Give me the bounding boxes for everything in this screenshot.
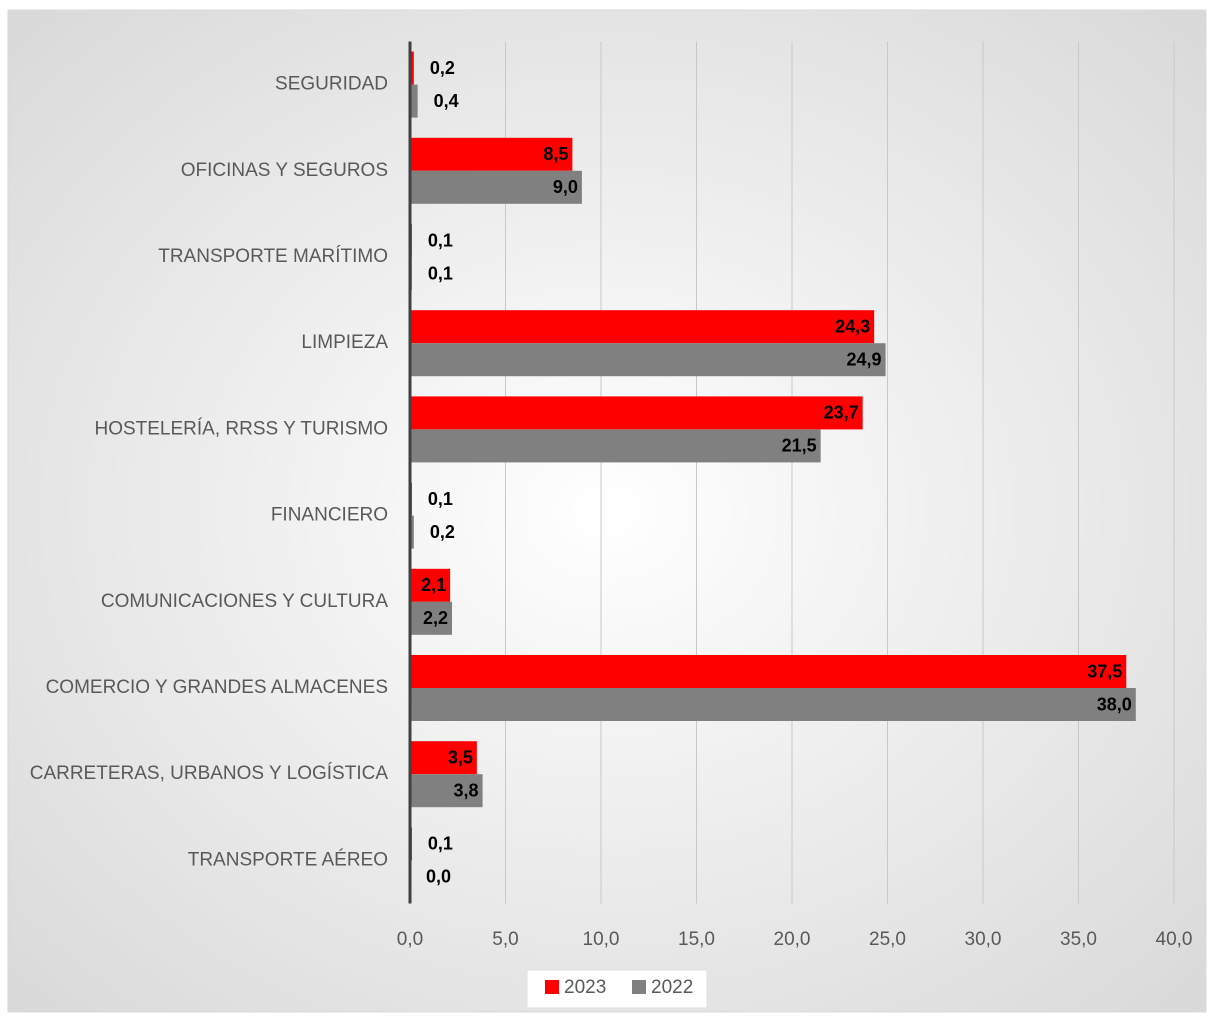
value-label: 3,8	[454, 780, 479, 800]
bar	[410, 429, 821, 463]
y-tick-label: CARRETERAS, URBANOS Y LOGÍSTICA	[30, 763, 389, 784]
x-tick-label: 20,0	[774, 929, 811, 950]
x-tick-label: 5,0	[492, 929, 518, 950]
value-label: 0,2	[430, 58, 455, 78]
value-label: 38,0	[1097, 694, 1132, 714]
value-label: 24,3	[835, 316, 870, 336]
value-label: 9,0	[553, 177, 578, 197]
value-label: 0,4	[434, 91, 459, 111]
legend-label: 2022	[651, 977, 693, 998]
value-label: 2,1	[421, 575, 446, 595]
value-label: 37,5	[1087, 661, 1122, 681]
legend-label: 2023	[564, 977, 606, 998]
value-label: 24,9	[847, 349, 882, 369]
value-label: 0,1	[428, 489, 453, 509]
bar	[410, 688, 1136, 721]
bar	[410, 655, 1127, 688]
y-tick-label: FINANCIERO	[271, 505, 388, 526]
bar	[410, 515, 414, 549]
y-tick-label: LIMPIEZA	[301, 332, 388, 353]
y-tick-label: HOSTELERÍA, RRSS Y TURISMO	[94, 418, 388, 439]
bar	[410, 774, 483, 808]
x-tick-label: 0,0	[397, 929, 423, 950]
y-tick-label: SEGURIDAD	[275, 74, 388, 95]
bar	[410, 568, 451, 602]
y-tick-label: TRANSPORTE AÉREO	[188, 849, 388, 870]
bar	[410, 170, 582, 204]
bar	[410, 310, 875, 344]
bar	[410, 84, 418, 118]
bar	[410, 741, 477, 775]
y-tick-label: OFICINAS Y SEGUROS	[181, 160, 388, 181]
bar	[410, 137, 573, 171]
value-label: 23,7	[824, 403, 859, 423]
x-tick-label: 35,0	[1060, 929, 1097, 950]
bar	[410, 396, 863, 430]
x-tick-label: 10,0	[583, 929, 620, 950]
value-label: 0,1	[428, 230, 453, 250]
value-label: 0,1	[428, 834, 453, 854]
value-label: 0,1	[428, 263, 453, 283]
bar	[410, 601, 453, 635]
value-label: 21,5	[782, 436, 817, 456]
value-label: 0,2	[430, 522, 455, 542]
x-tick-label: 15,0	[678, 929, 715, 950]
x-tick-label: 25,0	[869, 929, 906, 950]
y-tick-label: TRANSPORTE MARÍTIMO	[158, 246, 388, 267]
bar	[410, 51, 414, 85]
legend-swatch	[545, 980, 559, 994]
legend-swatch	[632, 980, 646, 994]
bar	[410, 343, 886, 377]
y-tick-label: COMERCIO Y GRANDES ALMACENES	[46, 677, 388, 698]
value-label: 3,5	[448, 747, 473, 767]
chart-background	[7, 9, 1207, 1013]
value-label: 8,5	[543, 144, 568, 164]
x-tick-label: 30,0	[965, 929, 1002, 950]
y-tick-label: COMUNICACIONES Y CULTURA	[101, 591, 388, 612]
value-label: 2,2	[423, 608, 448, 628]
x-tick-label: 40,0	[1156, 929, 1193, 950]
value-label: 0,0	[426, 867, 451, 887]
